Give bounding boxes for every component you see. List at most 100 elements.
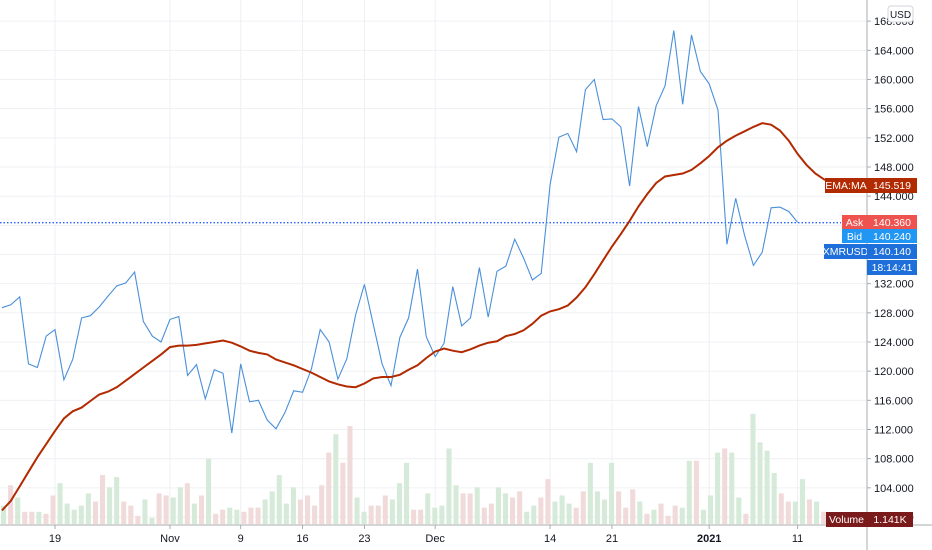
volume-bar: [700, 509, 706, 524]
bid-tag-label: Bid: [847, 231, 862, 243]
volume-bar: [531, 505, 537, 524]
volume-bar: [326, 452, 332, 524]
price-tick-label: 112.000: [874, 424, 913, 436]
volume-bar: [156, 493, 162, 524]
volume-bar: [255, 507, 261, 524]
volume-bar: [821, 511, 827, 524]
ask-tag-label-bg: [842, 215, 867, 229]
volume-bar: [616, 491, 622, 524]
volume-bar: [708, 495, 714, 524]
ask-tag: Ask 140.360: [842, 215, 917, 229]
price-tick-label: 120.000: [874, 366, 914, 378]
volume-bar: [524, 511, 530, 524]
time-axis[interactable]: 19 Nov 9 16 23 Dec 14 21 2021 11: [49, 525, 803, 545]
volume-bar: [269, 491, 275, 524]
volume-bar: [594, 491, 600, 524]
volume-bar: [814, 501, 820, 524]
volume-bar: [495, 487, 501, 524]
ema-tag-label-bg: [825, 178, 867, 193]
countdown-tag: 18:14:41: [867, 260, 917, 275]
ask-tag-value: 140.360: [873, 217, 911, 229]
volume-bars: [1, 413, 834, 524]
volume-bar: [672, 505, 678, 524]
volume-bar: [206, 458, 212, 524]
volume-bar: [736, 497, 742, 524]
volume-bar: [170, 497, 176, 524]
time-tick-label: 14: [544, 533, 556, 545]
volume-bar: [403, 462, 410, 524]
volume-bar: [241, 511, 247, 524]
volume-bar: [559, 495, 565, 524]
volume-bar: [135, 515, 141, 524]
symbol-tag-value: 140.140: [873, 246, 911, 258]
volume-bar: [85, 493, 91, 524]
volume-bar: [630, 489, 636, 524]
volume-bar: [22, 511, 28, 524]
volume-bar: [107, 487, 113, 524]
volume-bar: [305, 495, 311, 524]
volume-bar: [382, 495, 388, 524]
price-tick-label: 160.000: [874, 74, 914, 86]
volume-bar: [771, 473, 777, 524]
price-tick-label: 108.000: [874, 454, 914, 466]
volume-bar: [234, 509, 240, 524]
volume-bar: [587, 462, 593, 524]
volume-bar: [792, 501, 798, 524]
volume-bar: [474, 487, 480, 524]
volume-bar: [1, 505, 7, 524]
volume-tag-label-bg: [826, 512, 867, 527]
volume-bar: [319, 485, 325, 524]
ema-ma-line: [1, 122, 843, 512]
time-tick-label: Nov: [160, 533, 180, 545]
price-tick-label: 152.000: [874, 133, 914, 145]
time-tick-label: Dec: [425, 533, 445, 545]
grid-lines: [0, 0, 866, 525]
volume-bar: [418, 509, 424, 524]
volume-tag-value-bg: [867, 512, 913, 527]
volume-bar: [128, 505, 134, 524]
ask-tag-value-bg: [867, 215, 917, 229]
volume-bar: [64, 503, 70, 524]
price-tick-label: 116.000: [874, 395, 913, 407]
volume-bar: [198, 495, 205, 524]
price-tick-label: 144.000: [874, 191, 914, 203]
volume-bar: [517, 491, 523, 524]
volume-bar: [163, 495, 169, 524]
volume-bar: [99, 475, 106, 524]
volume-bar: [354, 497, 360, 524]
volume-bar: [425, 493, 431, 524]
volume-bar: [389, 499, 395, 524]
ema-tag-value: 145.519: [873, 180, 911, 192]
volume-bar: [778, 493, 784, 524]
volume-bar: [757, 442, 763, 524]
price-tick-label: 132.000: [874, 279, 914, 291]
time-tick-label: 9: [238, 533, 244, 545]
currency-button[interactable]: USD: [887, 5, 914, 23]
symbol-tag-label-bg: [824, 244, 867, 259]
price-tick-label: 124.000: [874, 337, 914, 349]
volume-bar: [220, 509, 226, 524]
volume-bar: [177, 487, 183, 524]
volume-bar: [601, 499, 608, 524]
volume-bar: [644, 513, 650, 524]
volume-bar: [806, 499, 813, 524]
volume-bar: [312, 505, 318, 524]
volume-bar: [799, 479, 805, 524]
volume-bar: [538, 497, 544, 524]
volume-bar: [78, 505, 84, 524]
bid-tag-value: 140.240: [873, 231, 911, 243]
volume-bar: [545, 479, 551, 524]
volume-bar: [368, 505, 374, 524]
price-tick-label: 104.000: [874, 483, 914, 495]
symbol-tag-value-bg: [867, 244, 917, 259]
volume-bar: [340, 462, 346, 524]
volume-bar: [227, 507, 233, 524]
volume-bar: [347, 426, 353, 524]
volume-bar: [764, 450, 770, 524]
ask-tag-label: Ask: [846, 217, 864, 229]
bid-tag-value-bg: [867, 229, 917, 243]
volume-bar: [432, 507, 438, 524]
countdown-tag-bg: [867, 260, 917, 275]
